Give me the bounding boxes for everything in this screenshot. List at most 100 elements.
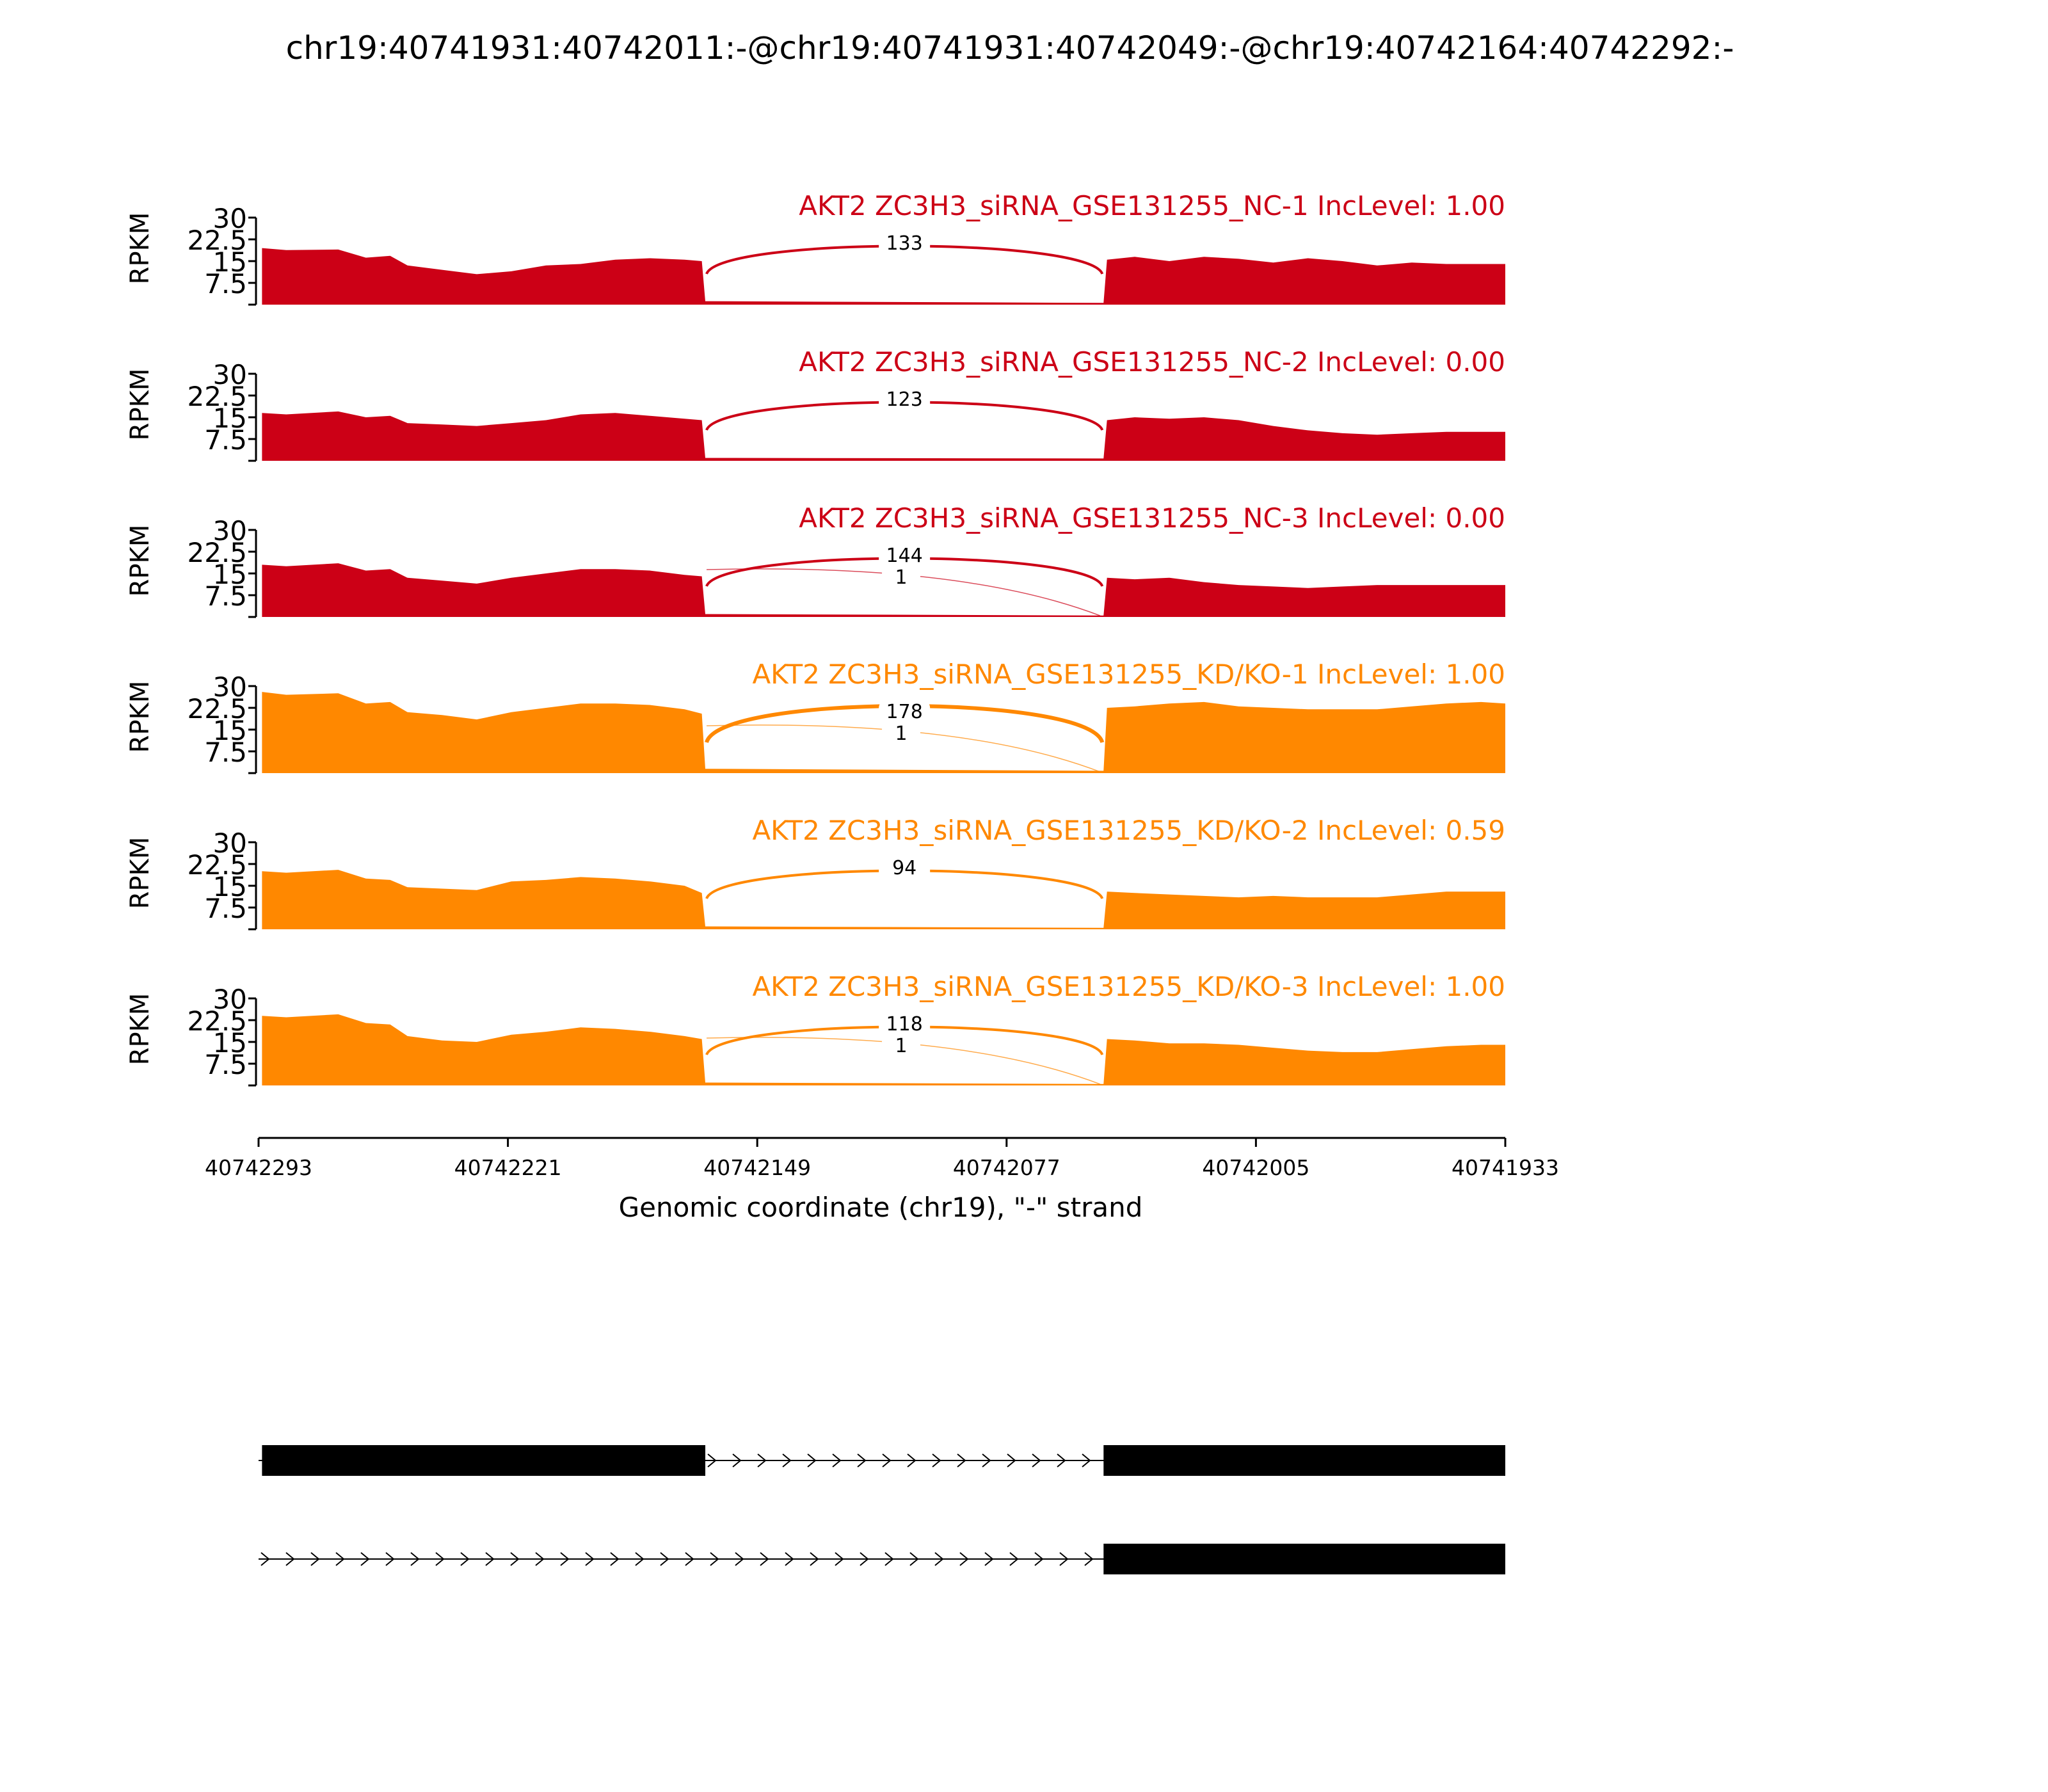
y-axis-label: RPKM (125, 525, 155, 597)
sample-label: AKT2 ZC3H3_siRNA_GSE131255_NC-3 IncLevel… (799, 502, 1505, 534)
junction-count: 133 (886, 232, 923, 255)
sample-label: AKT2 ZC3H3_siRNA_GSE131255_KD/KO-3 IncLe… (752, 971, 1505, 1002)
strand-arrow-icon (610, 1552, 620, 1566)
y-tick-label: 22.5 (187, 693, 247, 724)
figure-title: chr19:40741931:40742011:-@chr19:40741931… (286, 29, 1734, 67)
junction-count-box (879, 856, 931, 882)
x-axis: Genomic coordinate (chr19), "-" strand 4… (205, 1137, 1559, 1223)
x-tick-label: 40742005 (1202, 1155, 1309, 1180)
strand-arrow-icon (707, 1453, 717, 1468)
strand-arrow-icon (884, 1552, 894, 1566)
strand-arrow-icon (285, 1552, 295, 1566)
x-axis-label: Genomic coordinate (chr19), "-" strand (619, 1192, 1143, 1223)
strand-arrow-icon (360, 1552, 370, 1566)
sample-label: AKT2 ZC3H3_siRNA_GSE131255_KD/KO-1 IncLe… (752, 659, 1505, 690)
strand-arrow-icon (810, 1552, 819, 1566)
strand-arrow-icon (785, 1552, 794, 1566)
y-tick-label: 22.5 (187, 225, 247, 256)
strand-arrow-icon (907, 1453, 916, 1468)
exon-block (262, 1445, 706, 1476)
y-tick-label: 15 (213, 1027, 247, 1059)
junction-count: 144 (886, 545, 923, 567)
strand-arrow-icon (860, 1552, 869, 1566)
strand-arrow-icon (932, 1453, 941, 1468)
isoform-row (259, 1445, 1505, 1476)
isoform-track (259, 1445, 1505, 1574)
y-tick-label: 22.5 (187, 381, 247, 412)
junction-count: 94 (892, 857, 916, 879)
y-tick-label: 30 (213, 359, 247, 390)
junction-count-box (882, 566, 920, 591)
coverage-area (262, 248, 1505, 305)
strand-arrow-icon (460, 1552, 470, 1566)
strand-arrow-icon (1007, 1453, 1016, 1468)
strand-arrow-icon (435, 1552, 445, 1566)
coverage-area (262, 692, 1505, 773)
exon-block (1103, 1445, 1505, 1476)
coverage-area (262, 1014, 1505, 1085)
y-tick-label: 30 (213, 828, 247, 859)
strand-arrow-icon (1059, 1552, 1069, 1566)
strand-arrow-icon (909, 1552, 919, 1566)
x-tick-label: 40742149 (703, 1155, 811, 1180)
junction-count-box (879, 232, 931, 257)
junction-count-box (879, 388, 931, 413)
strand-arrow-icon (660, 1552, 669, 1566)
y-tick-label: 22.5 (187, 849, 247, 881)
coverage-area (262, 411, 1505, 461)
y-axis-label: RPKM (125, 681, 155, 753)
y-tick-label: 22.5 (187, 1005, 247, 1037)
y-tick-label: 30 (213, 515, 247, 547)
strand-arrow-icon (735, 1552, 744, 1566)
junction-count: 178 (886, 701, 923, 723)
strand-arrow-icon (535, 1552, 545, 1566)
y-tick-label: 30 (213, 203, 247, 234)
junction-arc-minor (707, 724, 1101, 772)
strand-arrow-icon (934, 1552, 944, 1566)
y-tick-label: 15 (213, 559, 247, 590)
y-tick-label: 15 (213, 715, 247, 746)
junction-count-box (879, 700, 931, 726)
x-tick-label: 40742293 (205, 1155, 312, 1180)
strand-arrow-icon (832, 1453, 842, 1468)
strand-arrow-icon (1034, 1552, 1044, 1566)
junction-arc-minor (707, 1037, 1101, 1085)
strand-arrow-icon (410, 1552, 420, 1566)
strand-arrow-icon (882, 1453, 892, 1468)
junction-count: 1 (895, 566, 907, 589)
strand-arrow-icon (1057, 1453, 1066, 1468)
y-tick-label: 7.5 (204, 737, 247, 768)
junction-count-box (879, 1012, 931, 1038)
strand-arrow-icon (260, 1552, 270, 1566)
strand-arrow-icon (1032, 1453, 1041, 1468)
strand-arrow-icon (335, 1552, 345, 1566)
strand-arrow-icon (757, 1453, 767, 1468)
y-tick-label: 15 (213, 871, 247, 902)
y-tick-label: 7.5 (204, 268, 247, 300)
strand-arrow-icon (310, 1552, 320, 1566)
strand-arrow-icon (385, 1552, 395, 1566)
sample-label: AKT2 ZC3H3_siRNA_GSE131255_KD/KO-2 IncLe… (752, 815, 1505, 846)
y-tick-label: 7.5 (204, 1049, 247, 1080)
junction-count: 123 (886, 388, 923, 411)
strand-arrow-icon (685, 1552, 694, 1566)
strand-arrow-icon (635, 1552, 644, 1566)
x-tick-label: 40742077 (953, 1155, 1060, 1180)
junction-arc-minor (707, 568, 1101, 616)
x-tick-label: 40742221 (454, 1155, 562, 1180)
junction-count-box (879, 544, 931, 570)
y-axis-label: RPKM (125, 837, 155, 909)
junction-count-box (882, 722, 920, 748)
y-axis-label: RPKM (125, 369, 155, 441)
y-tick-label: 7.5 (204, 580, 247, 612)
y-tick-label: 15 (213, 403, 247, 434)
strand-arrow-icon (485, 1552, 495, 1566)
strand-arrow-icon (1082, 1453, 1091, 1468)
y-tick-label: 15 (213, 246, 247, 278)
